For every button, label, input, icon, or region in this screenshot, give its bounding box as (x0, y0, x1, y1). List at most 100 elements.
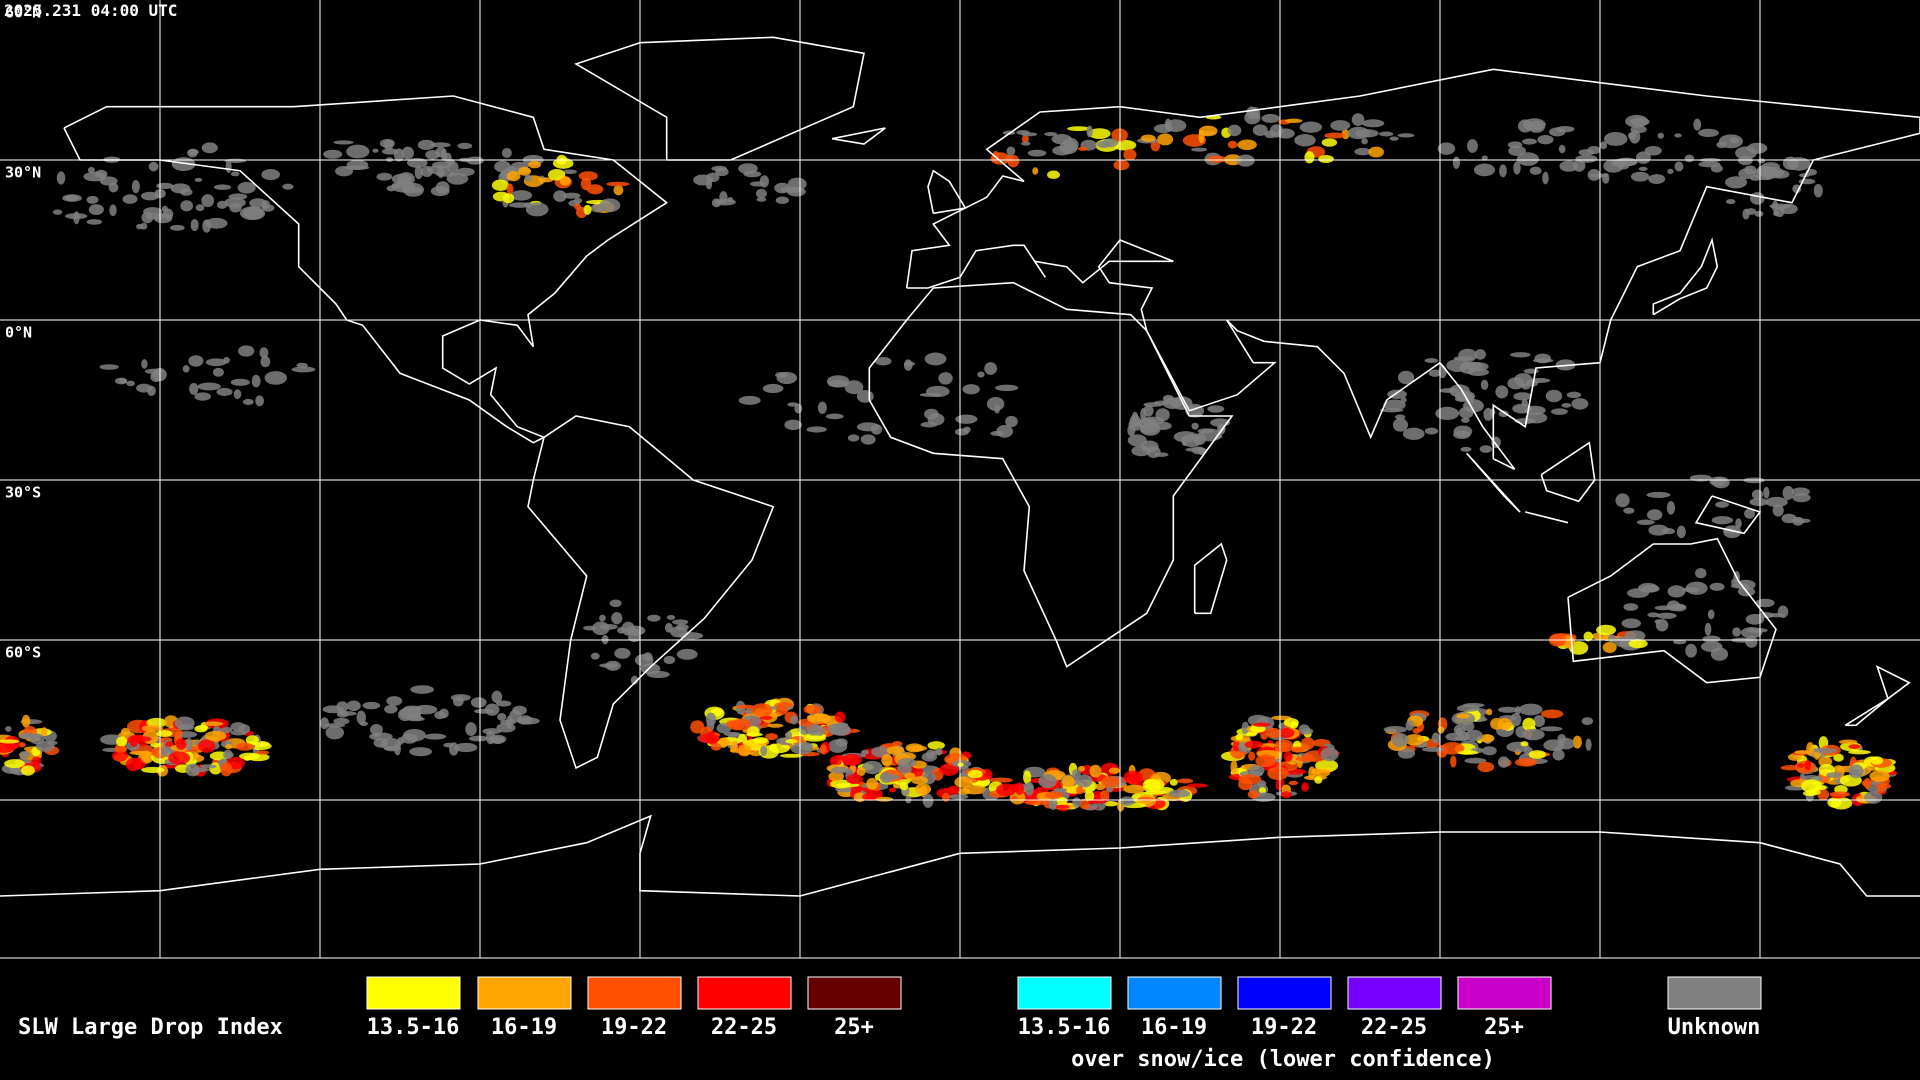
cloud-patch (1833, 753, 1844, 762)
cloud-patch (1715, 501, 1729, 508)
cloud-patch (924, 352, 947, 366)
cloud-patch (1760, 165, 1774, 176)
cloud-patch (1704, 622, 1712, 636)
cloud-patch (723, 731, 741, 737)
cloud-patch (875, 796, 894, 802)
latitude-label: 30°N (5, 164, 41, 182)
cloud-patch (1758, 612, 1775, 619)
cloud-patch (99, 364, 119, 370)
cloud-patch (1453, 724, 1466, 736)
cloud-patch (630, 675, 639, 685)
cloud-patch (1848, 744, 1861, 750)
cloud-patch (1047, 170, 1060, 180)
cloud-patch (1566, 391, 1582, 399)
cloud-patch (1735, 146, 1757, 160)
cloud-patch (1707, 609, 1715, 620)
cloud-patch (1024, 800, 1049, 806)
cloud-patch (977, 371, 985, 378)
cloud-patch (574, 203, 581, 210)
cloud-patch (1316, 769, 1331, 777)
cloud-patch (1486, 708, 1493, 716)
cloud-patch (1045, 791, 1064, 799)
cloud-patch (1284, 118, 1303, 123)
cloud-patch (356, 710, 367, 725)
cloud-patch (1624, 630, 1646, 642)
cloud-patch (559, 176, 571, 186)
cloud-patch (1404, 734, 1425, 746)
cloud-patch (984, 362, 998, 375)
cloud-patch (291, 366, 316, 373)
cloud-patch (1481, 155, 1488, 161)
cloud-patch (753, 737, 768, 744)
cloud-patch (62, 194, 82, 202)
cloud-patch (899, 781, 909, 791)
cloud-patch (1261, 113, 1280, 123)
cloud-patch (386, 696, 403, 706)
cloud-patch (1177, 778, 1194, 784)
cloud-patch (954, 776, 973, 788)
cloud-patch (1656, 612, 1677, 619)
cloud-patch (907, 745, 927, 752)
cloud-patch (590, 652, 600, 660)
legend-label: 16-19 (1141, 1015, 1207, 1040)
cloud-patch (904, 772, 916, 780)
cloud-patch (927, 741, 945, 750)
cloud-patch (1021, 132, 1038, 137)
cloud-patch (1168, 789, 1191, 798)
cloud-patch (18, 732, 35, 740)
cloud-patch (1731, 578, 1738, 586)
cloud-patch (1638, 166, 1648, 172)
legend-label: 22-25 (711, 1015, 777, 1040)
cloud-patch (1497, 756, 1510, 768)
cloud-patch (552, 157, 574, 169)
cloud-patch (1528, 120, 1545, 133)
cloud-patch (666, 615, 676, 620)
legend-swatch (1457, 976, 1552, 1010)
cloud-patch (406, 717, 425, 722)
cloud-patch (1646, 491, 1671, 498)
cloud-patch (437, 166, 445, 179)
cloud-patch (114, 377, 128, 385)
cloud-patch (1075, 786, 1084, 795)
cloud-patch (213, 184, 232, 190)
cloud-patch (237, 181, 256, 194)
cloud-patch (1757, 158, 1766, 164)
cloud-patch (194, 725, 208, 733)
cloud-patch (56, 171, 66, 185)
cloud-patch (1368, 146, 1385, 158)
cloud-patch (711, 165, 728, 172)
cloud-patch (1510, 713, 1522, 727)
cloud-patch (1529, 166, 1542, 175)
legend-swatch (1347, 976, 1442, 1010)
cloud-patch (197, 382, 221, 391)
cloud-patch (719, 738, 731, 747)
cloud-patch (346, 159, 369, 170)
cloud-patch (333, 717, 350, 725)
cloud-patch (690, 720, 705, 734)
cloud-patch (1241, 721, 1250, 735)
cloud-patch (224, 752, 234, 758)
coastline (1694, 495, 1762, 535)
cloud-patch (174, 716, 195, 730)
cloud-patch (425, 149, 440, 160)
cloud-patch (1516, 152, 1540, 166)
cloud-patch (756, 197, 767, 202)
cloud-patch (850, 785, 862, 795)
cloud-patch (1113, 160, 1130, 171)
legend-swatch (1237, 976, 1332, 1010)
cloud-patch (1089, 764, 1102, 778)
coastline (574, 36, 865, 161)
cloud-patch (1143, 405, 1154, 417)
cloud-patch (188, 355, 204, 367)
cloud-patch (670, 626, 688, 638)
cloud-patch (1528, 750, 1547, 759)
cloud-patch (1301, 782, 1310, 792)
coastline (1193, 542, 1228, 615)
cloud-patch (1514, 758, 1538, 767)
cloud-patch (125, 757, 141, 772)
cloud-patch (1587, 145, 1601, 155)
cloud-patch (1291, 746, 1305, 753)
cloud-patch (994, 404, 1001, 414)
cloud-patch (335, 166, 354, 177)
cloud-patch (488, 734, 507, 744)
